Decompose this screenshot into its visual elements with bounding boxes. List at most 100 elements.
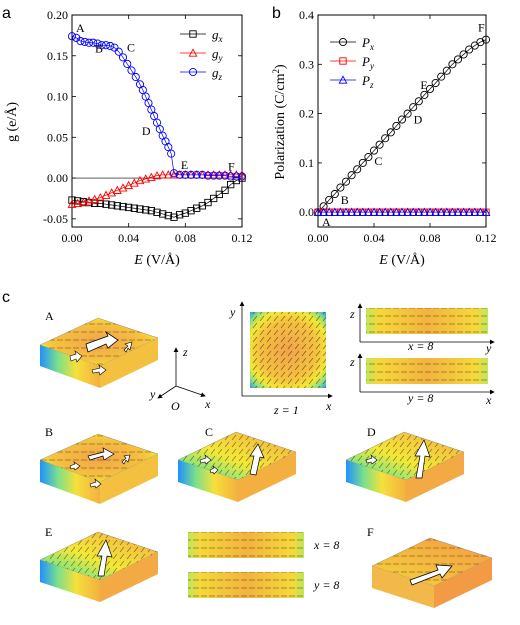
x-tick-label: 0.08 bbox=[175, 231, 196, 245]
point-label: C bbox=[127, 40, 135, 54]
data-point-Pz bbox=[481, 207, 491, 216]
data-point-gx bbox=[153, 208, 161, 216]
data-point-gz bbox=[147, 105, 156, 114]
panel-label-a: a bbox=[2, 5, 11, 22]
series-line-Px bbox=[317, 39, 487, 213]
data-point-gx bbox=[215, 190, 223, 199]
data-point-gz bbox=[89, 38, 98, 47]
point-label: F bbox=[228, 159, 235, 173]
data-point-gy bbox=[118, 183, 128, 192]
y-tick-label: 0.15 bbox=[47, 49, 68, 63]
data-point-gx bbox=[176, 211, 184, 219]
data-point-Px bbox=[319, 202, 328, 211]
plot-frame-a bbox=[71, 14, 243, 228]
data-point-Px bbox=[381, 134, 390, 143]
data-point-Px bbox=[420, 90, 429, 99]
data-point-Pz bbox=[352, 207, 362, 216]
data-point-Px bbox=[409, 103, 418, 112]
point-annotations-a: AB C D E F bbox=[76, 21, 235, 173]
data-point-Px bbox=[431, 78, 440, 88]
data-point-gx bbox=[170, 213, 178, 221]
data-point-Px bbox=[453, 55, 463, 64]
y-axis-label-a: g (e/Å) bbox=[4, 102, 20, 142]
legend-label: gz bbox=[212, 65, 223, 82]
data-point-gz bbox=[110, 43, 119, 52]
x-tick-label: 0.04 bbox=[364, 231, 385, 245]
legend-marker bbox=[339, 57, 347, 65]
slab-state-b: B bbox=[39, 425, 159, 504]
data-point-Px bbox=[448, 60, 457, 69]
data-point-gy bbox=[90, 194, 100, 203]
data-point-gz bbox=[84, 38, 94, 47]
data-point-Pz bbox=[436, 207, 446, 216]
slab-state-a: A bbox=[39, 309, 159, 388]
triad-y-label: y bbox=[149, 387, 156, 401]
data-point-Px bbox=[465, 45, 474, 54]
data-point-gy bbox=[112, 185, 122, 194]
data-point-Pz bbox=[419, 207, 429, 216]
y-tick-label: 0.20 bbox=[47, 8, 68, 22]
data-point-Pz bbox=[447, 207, 457, 216]
data-point-gy bbox=[146, 172, 156, 181]
data-point-gx bbox=[147, 207, 155, 215]
legend-label: Py bbox=[361, 54, 374, 71]
data-point-Pz bbox=[363, 207, 373, 216]
data-point-gz bbox=[123, 59, 132, 68]
data-point-gx bbox=[136, 205, 144, 213]
data-point-Px bbox=[369, 146, 379, 155]
y-tick-label: 0.00 bbox=[47, 171, 68, 185]
x-axis-label-a: E (V/Å) bbox=[133, 252, 180, 268]
series-line-gx bbox=[71, 177, 243, 218]
state-label-c: C bbox=[205, 425, 213, 439]
data-point-Pz bbox=[358, 207, 368, 216]
moment-arrow bbox=[85, 330, 119, 353]
data-point-gy bbox=[135, 175, 145, 185]
data-point-gy bbox=[78, 197, 88, 207]
top-view-x-label: x bbox=[325, 399, 332, 413]
data-point-gz bbox=[80, 37, 89, 46]
chart-panel-a: a 0.00 0.04 0.08 0.12-0.050.000.050.100.150… bbox=[2, 5, 253, 268]
data-point-gz bbox=[141, 92, 150, 101]
data-point-Px bbox=[330, 189, 339, 199]
data-point-Pz bbox=[442, 207, 452, 216]
data-point-Pz bbox=[347, 207, 357, 216]
legend-b: Px Py Pz bbox=[330, 35, 374, 90]
data-point-Px bbox=[392, 121, 401, 130]
data-point-gx bbox=[125, 203, 133, 212]
data-point-Px bbox=[375, 140, 384, 149]
slice-x8: z y x = 8 bbox=[349, 303, 495, 355]
data-point-gx bbox=[102, 200, 110, 208]
data-point-gy bbox=[152, 170, 162, 180]
data-point-Pz bbox=[391, 207, 401, 216]
data-point-Pz bbox=[380, 207, 390, 216]
data-point-gy bbox=[67, 199, 77, 208]
data-point-Px bbox=[325, 195, 334, 204]
point-label: F bbox=[478, 21, 485, 35]
point-label: B bbox=[341, 193, 349, 207]
point-label: A bbox=[76, 21, 85, 35]
state-label-b: B bbox=[45, 425, 53, 439]
data-point-gx bbox=[187, 207, 195, 215]
data-point-Pz bbox=[341, 207, 351, 216]
data-point-gx bbox=[221, 186, 229, 194]
y-axis-label-b: Polarization (C/cm2) bbox=[271, 64, 288, 180]
data-point-gz bbox=[192, 170, 201, 179]
data-point-gz bbox=[152, 118, 162, 127]
data-point-Px bbox=[437, 72, 446, 81]
data-point-gz bbox=[203, 171, 213, 180]
data-point-gx bbox=[68, 196, 76, 204]
data-point-gx bbox=[96, 199, 104, 208]
data-point-gy bbox=[231, 170, 241, 179]
data-point-gz bbox=[127, 66, 136, 75]
data-point-gx bbox=[227, 180, 235, 189]
legend-marker bbox=[188, 67, 198, 77]
data-point-gz bbox=[198, 170, 207, 179]
legend-marker bbox=[189, 30, 197, 38]
panel-label-b: b bbox=[272, 5, 281, 22]
point-label: E bbox=[181, 158, 188, 172]
data-point-gz bbox=[150, 112, 159, 121]
data-point-gz bbox=[144, 99, 153, 108]
point-label: C bbox=[374, 154, 382, 168]
data-point-Pz bbox=[453, 207, 463, 216]
